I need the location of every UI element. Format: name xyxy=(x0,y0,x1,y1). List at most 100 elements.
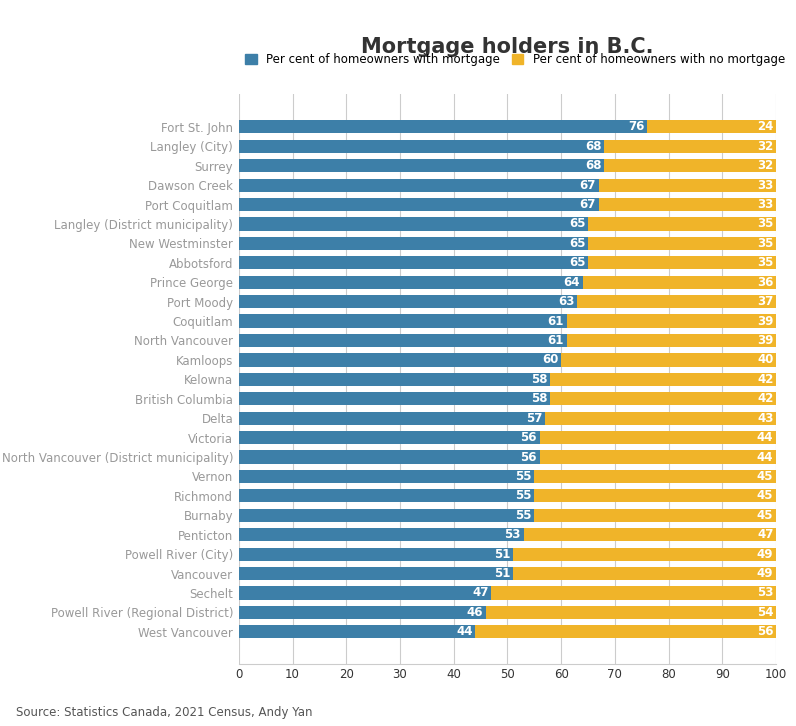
Text: 67: 67 xyxy=(579,198,596,211)
Bar xyxy=(239,237,588,250)
Bar xyxy=(239,121,647,134)
Text: 43: 43 xyxy=(757,412,774,425)
Bar xyxy=(647,121,776,134)
Text: 68: 68 xyxy=(585,140,602,152)
Text: 55: 55 xyxy=(515,489,532,502)
Bar xyxy=(239,450,540,464)
Bar xyxy=(239,198,599,211)
Bar xyxy=(239,159,604,172)
Text: 58: 58 xyxy=(531,392,548,405)
Bar xyxy=(534,489,776,502)
Title: Mortgage holders in B.C.: Mortgage holders in B.C. xyxy=(361,37,654,57)
Text: 54: 54 xyxy=(757,606,774,619)
Text: 51: 51 xyxy=(494,567,510,580)
Text: 44: 44 xyxy=(757,451,774,463)
Text: 37: 37 xyxy=(757,295,774,308)
Text: 60: 60 xyxy=(542,354,559,367)
Text: 44: 44 xyxy=(456,625,473,638)
Text: 76: 76 xyxy=(628,121,645,134)
Bar xyxy=(604,159,776,172)
Bar xyxy=(561,354,776,367)
Bar xyxy=(577,295,776,309)
Bar xyxy=(551,392,776,405)
Bar xyxy=(588,237,776,250)
Text: 33: 33 xyxy=(757,198,774,211)
Bar xyxy=(599,179,776,192)
Bar xyxy=(239,567,513,580)
Bar xyxy=(551,372,776,386)
Bar xyxy=(604,139,776,153)
Text: 64: 64 xyxy=(564,276,580,289)
Bar xyxy=(475,625,776,638)
Text: 35: 35 xyxy=(757,237,774,250)
Bar xyxy=(513,567,776,580)
Bar xyxy=(239,295,577,309)
Bar xyxy=(588,256,776,269)
Bar xyxy=(588,217,776,231)
Text: 65: 65 xyxy=(569,256,585,269)
Text: 36: 36 xyxy=(757,276,774,289)
Text: 42: 42 xyxy=(757,392,774,405)
Bar xyxy=(239,412,545,425)
Bar xyxy=(239,470,534,483)
Text: 39: 39 xyxy=(757,314,774,327)
Bar xyxy=(239,625,475,638)
Text: 44: 44 xyxy=(757,431,774,444)
Bar xyxy=(599,198,776,211)
Bar xyxy=(239,179,599,192)
Bar xyxy=(534,509,776,522)
Text: 46: 46 xyxy=(466,606,483,619)
Bar xyxy=(239,139,604,153)
Bar xyxy=(545,412,776,425)
Text: 65: 65 xyxy=(569,218,585,230)
Text: 49: 49 xyxy=(757,547,774,560)
Text: 33: 33 xyxy=(757,179,774,192)
Text: 45: 45 xyxy=(757,509,774,522)
Text: 65: 65 xyxy=(569,237,585,250)
Bar xyxy=(239,276,583,289)
Text: 57: 57 xyxy=(526,412,542,425)
Text: 61: 61 xyxy=(548,314,564,327)
Legend: Per cent of homeowners with mortgage, Per cent of homeowners with no mortgage: Per cent of homeowners with mortgage, Pe… xyxy=(244,53,785,65)
Text: 55: 55 xyxy=(515,470,532,483)
Bar xyxy=(486,605,776,619)
Bar xyxy=(239,334,567,347)
Bar xyxy=(239,431,540,444)
Text: 63: 63 xyxy=(558,295,575,308)
Text: 45: 45 xyxy=(757,489,774,502)
Text: 53: 53 xyxy=(505,529,521,541)
Bar xyxy=(567,334,776,347)
Text: 56: 56 xyxy=(521,451,537,463)
Text: 68: 68 xyxy=(585,159,602,172)
Bar xyxy=(524,528,776,542)
Text: 40: 40 xyxy=(757,354,774,367)
Bar xyxy=(239,217,588,231)
Text: 32: 32 xyxy=(757,159,774,172)
Text: 61: 61 xyxy=(548,334,564,347)
Bar xyxy=(239,354,561,367)
Bar xyxy=(513,547,776,560)
Text: 58: 58 xyxy=(531,373,548,386)
Bar xyxy=(540,450,776,464)
Bar xyxy=(239,256,588,269)
Text: 67: 67 xyxy=(579,179,596,192)
Bar xyxy=(239,314,567,327)
Text: 35: 35 xyxy=(757,256,774,269)
Bar xyxy=(567,314,776,327)
Bar xyxy=(540,431,776,444)
Text: 35: 35 xyxy=(757,218,774,230)
Text: 56: 56 xyxy=(521,431,537,444)
Text: 42: 42 xyxy=(757,373,774,386)
Bar xyxy=(239,372,551,386)
Text: 49: 49 xyxy=(757,567,774,580)
Bar xyxy=(239,528,524,542)
Text: 45: 45 xyxy=(757,470,774,483)
Bar xyxy=(239,547,513,560)
Bar xyxy=(239,392,551,405)
Bar xyxy=(491,587,776,600)
Bar xyxy=(239,605,486,619)
Text: 47: 47 xyxy=(757,529,774,541)
Text: Source: Statistics Canada, 2021 Census, Andy Yan: Source: Statistics Canada, 2021 Census, … xyxy=(16,706,312,719)
Bar xyxy=(239,509,534,522)
Text: 47: 47 xyxy=(472,587,489,600)
